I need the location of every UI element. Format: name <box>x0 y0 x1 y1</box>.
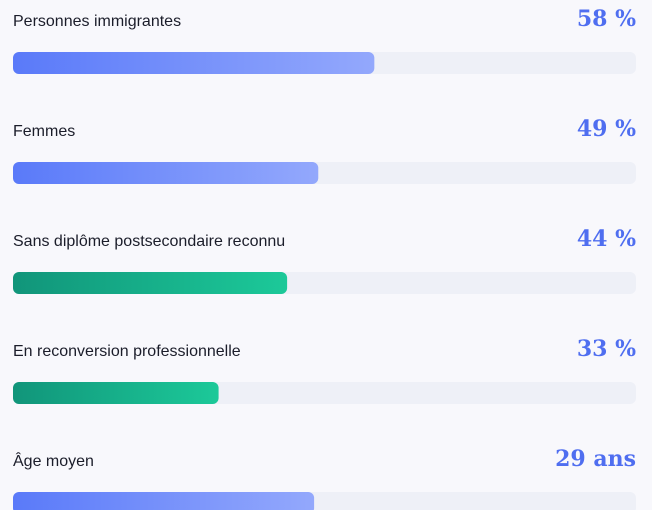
stat-value: 44 % <box>577 226 636 252</box>
stat-value: 33 % <box>577 336 636 362</box>
bar <box>13 382 219 404</box>
stat-label: Personnes immigrantes <box>13 13 181 30</box>
stat-value: 49 % <box>577 116 636 142</box>
bar <box>13 162 319 184</box>
bar <box>13 492 315 510</box>
stat-label: Âge moyen <box>13 451 94 470</box>
bar <box>13 52 375 74</box>
stat-value: 29 ans <box>555 446 636 472</box>
stat-label: En reconversion professionnelle <box>13 343 241 360</box>
stat-value: 58 % <box>577 6 636 32</box>
bar <box>13 272 288 294</box>
stat-label: Sans diplôme postsecondaire reconnu <box>13 233 285 250</box>
stat-label: Femmes <box>13 123 75 140</box>
